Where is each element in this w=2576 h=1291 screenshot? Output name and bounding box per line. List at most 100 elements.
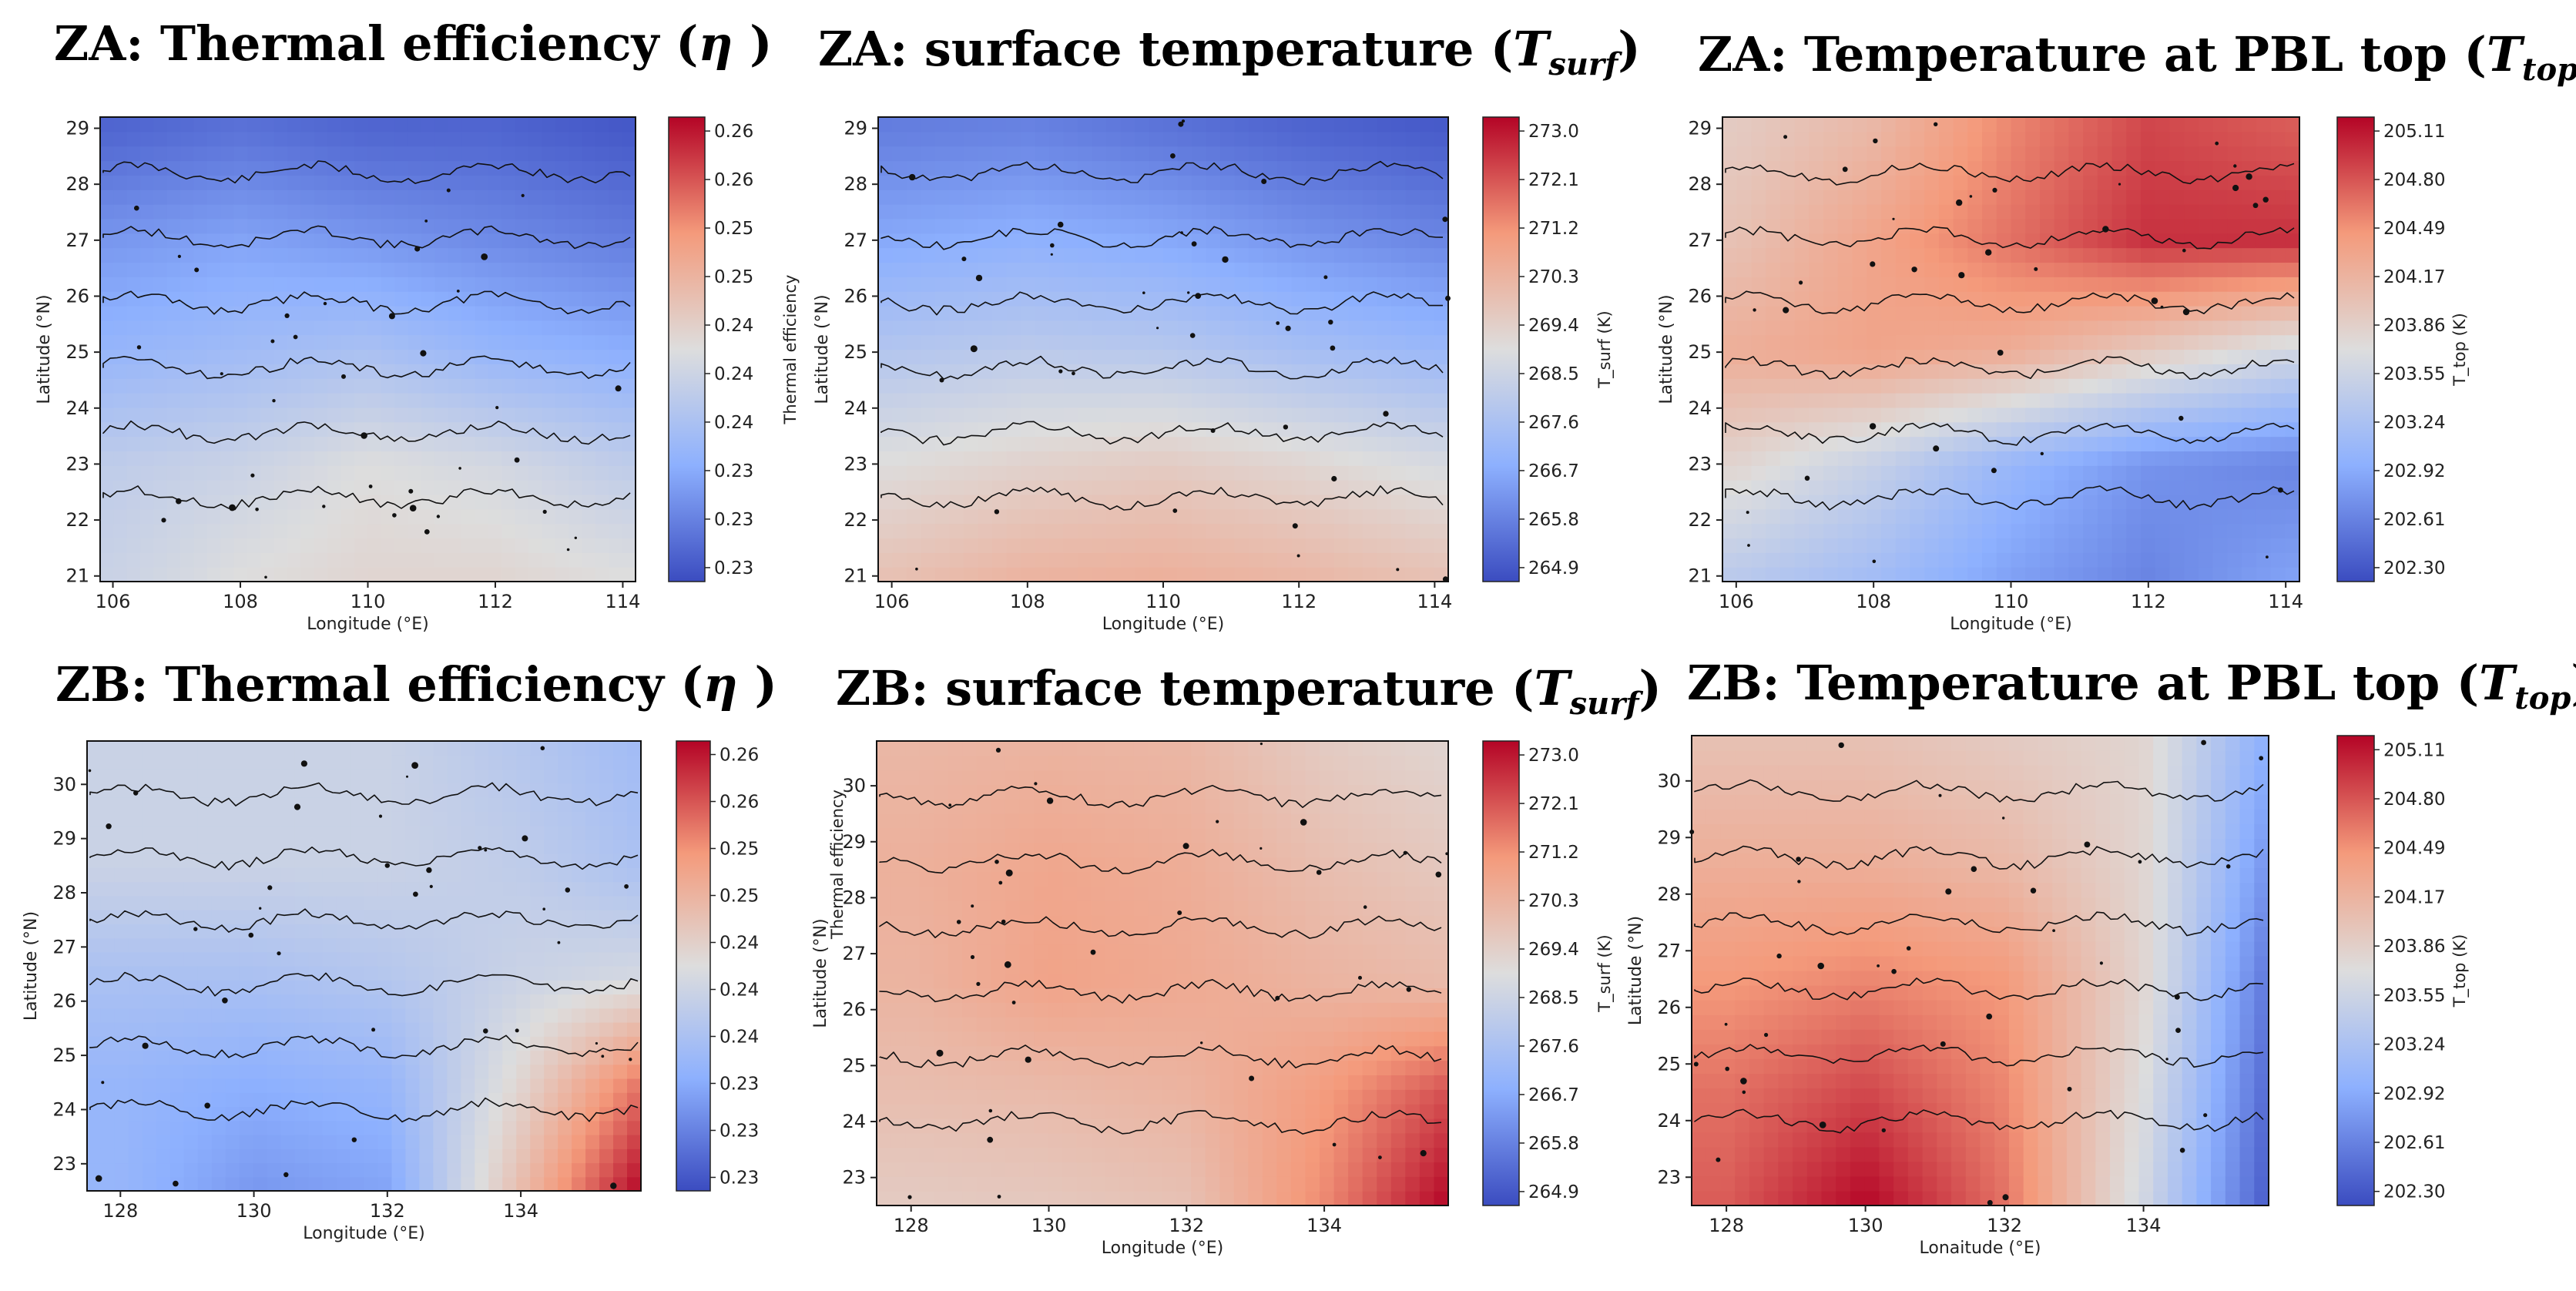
heatmap-cell (1910, 465, 1925, 481)
heatmap-cell (405, 1148, 420, 1164)
heatmap-cell (1405, 393, 1420, 408)
heatmap-cell (555, 508, 569, 525)
heatmap-cell (892, 480, 907, 495)
heatmap-cell (211, 1148, 226, 1164)
heatmap-cell (220, 277, 235, 292)
heatmap-cell (114, 825, 129, 840)
heatmap-cell (156, 867, 171, 883)
heatmap-cell (100, 1135, 116, 1149)
heatmap-cell (475, 451, 489, 466)
heatmap-cell (1434, 160, 1449, 176)
heatmap-cell (1391, 291, 1407, 307)
heatmap-cell (1149, 451, 1164, 466)
heatmap-cell (225, 1148, 240, 1164)
heatmap-cell (1837, 465, 1853, 481)
heatmap-cell (2097, 277, 2113, 292)
heatmap-cell (225, 1135, 240, 1149)
heatmap-cell (207, 523, 221, 539)
heatmap-cell (1779, 262, 1796, 277)
heatmap-cell (1982, 262, 1997, 277)
heatmap-cell (114, 881, 129, 897)
heatmap-cell (367, 567, 382, 582)
heatmap-cell (878, 131, 894, 147)
heatmap-cell (1263, 480, 1278, 495)
heatmap-cell (156, 1064, 171, 1079)
heatmap-cell (153, 291, 168, 307)
heatmap-cell (419, 811, 434, 827)
heatmap-cell (2141, 131, 2156, 147)
heatmap-cell (935, 305, 951, 321)
heatmap-cell (992, 146, 1008, 162)
heatmap-cell (1106, 204, 1122, 220)
heatmap-cell (528, 160, 542, 176)
heatmap-cell (2198, 407, 2214, 423)
heatmap-cell (1766, 364, 1781, 379)
terrain-dot (2278, 487, 2283, 493)
heatmap-cell (1135, 407, 1150, 423)
heatmap-cell (267, 1120, 282, 1135)
heatmap-cell (419, 1120, 434, 1135)
heatmap-cell (992, 320, 1008, 336)
heatmap-cell (294, 867, 310, 883)
heatmap-cell (169, 881, 185, 897)
heatmap-cell (128, 1092, 143, 1108)
heatmap-cell (2097, 393, 2113, 408)
heatmap-cell (2155, 538, 2171, 553)
heatmap-cell (1982, 567, 1997, 582)
heatmap-cell (247, 552, 262, 568)
heatmap-cell (1363, 421, 1378, 438)
heatmap-cell (1334, 480, 1350, 495)
heatmap-cell (1837, 117, 1853, 132)
heatmap-cell (569, 567, 583, 582)
heatmap-cell (1938, 364, 1954, 379)
heatmap-cell (433, 853, 448, 868)
heatmap-cell (595, 277, 609, 292)
heatmap-cell (1348, 160, 1363, 176)
heatmap-cell (1405, 538, 1420, 553)
heatmap-cell (2198, 378, 2214, 394)
heatmap-cell (2054, 436, 2070, 451)
heatmap-cell (1736, 204, 1753, 220)
heatmap-cell (1206, 305, 1221, 321)
x-tick-label: 112 (2131, 591, 2166, 612)
heatmap-cell (1852, 204, 1867, 220)
heatmap-cell (1938, 247, 1954, 263)
heatmap-cell (166, 421, 181, 438)
heatmap-cell (2126, 233, 2142, 249)
heatmap-cell (140, 567, 155, 582)
heatmap-cell (921, 305, 936, 321)
heatmap-cell (300, 538, 315, 553)
heatmap-cell (1049, 117, 1065, 132)
heatmap-cell (2039, 349, 2055, 364)
heatmap-cell (622, 305, 636, 321)
heatmap-cell (308, 783, 324, 798)
heatmap-cell (1809, 204, 1824, 220)
heatmap-cell (183, 825, 199, 840)
heatmap-cell (515, 349, 529, 364)
heatmap-cell (280, 895, 296, 910)
heatmap-cell (1405, 552, 1420, 568)
heatmap-cell (528, 465, 542, 481)
heatmap-cell (239, 910, 254, 924)
heatmap-cell (964, 117, 979, 132)
heatmap-cell (280, 994, 296, 1009)
heatmap-cell (239, 1022, 254, 1037)
heatmap-cell (964, 421, 979, 438)
heatmap-cell (528, 552, 542, 568)
heatmap-cell (350, 1106, 365, 1122)
heatmap-cell (2054, 247, 2070, 263)
heatmap-cell (921, 393, 936, 408)
heatmap-cell (1895, 233, 1911, 249)
heatmap-cell (501, 218, 516, 234)
heatmap-cell (126, 117, 141, 132)
contour-line (880, 226, 1444, 250)
heatmap-cell (542, 131, 556, 147)
heatmap-cell (408, 421, 422, 438)
heatmap-cell (1996, 567, 2012, 582)
heatmap-cell (169, 853, 185, 868)
heatmap-cell (935, 465, 951, 481)
heatmap-cell (287, 567, 302, 582)
heatmap-cell (515, 146, 529, 162)
heatmap-cell (1063, 523, 1078, 539)
heatmap-cell (336, 1050, 351, 1065)
